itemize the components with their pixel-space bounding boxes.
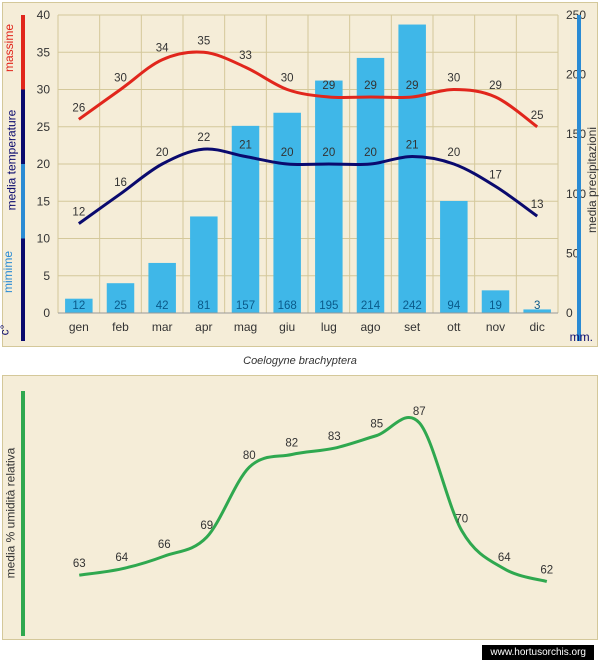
svg-text:30: 30: [281, 73, 294, 85]
svg-text:26: 26: [72, 102, 85, 114]
svg-text:12: 12: [72, 207, 85, 219]
max-label: massime: [2, 24, 16, 72]
svg-text:195: 195: [319, 300, 338, 312]
mm-label: mm.: [570, 330, 593, 344]
chart-caption: Coelogyne brachyptera: [0, 349, 600, 373]
svg-text:5: 5: [43, 269, 50, 283]
min-label: mimime: [1, 251, 15, 293]
svg-text:100: 100: [566, 187, 586, 201]
svg-text:62: 62: [540, 565, 553, 577]
svg-text:29: 29: [489, 80, 502, 92]
svg-text:33: 33: [239, 50, 252, 62]
svg-text:200: 200: [566, 68, 586, 82]
humidity-label: media % umidità relativa: [3, 448, 17, 579]
svg-text:64: 64: [498, 552, 511, 564]
humidity-chart: media % umidità relativa 63 64 66 69 80 82 83 8…: [2, 375, 598, 640]
c-label: c°: [0, 325, 11, 336]
bottom-chart-svg: 63 64 66 69 80 82 83 85 87 70 64 62: [3, 376, 599, 641]
svg-text:80: 80: [243, 450, 256, 462]
top-chart-svg: 0510152025303540050100150200250263034353…: [3, 3, 599, 348]
footer: www.hortusorchis.org: [0, 642, 600, 660]
svg-text:29: 29: [364, 80, 377, 92]
svg-text:94: 94: [447, 300, 460, 312]
svg-text:lug: lug: [321, 320, 337, 334]
midtemp-label: media temperature: [4, 110, 18, 211]
svg-text:16: 16: [114, 177, 127, 189]
svg-text:30: 30: [37, 83, 51, 97]
svg-text:12: 12: [72, 300, 85, 312]
temperature-precipitation-chart: c° mimime media temperature massime medi…: [2, 2, 598, 347]
svg-text:mag: mag: [234, 320, 257, 334]
svg-text:set: set: [404, 320, 421, 334]
svg-text:dic: dic: [529, 320, 544, 334]
svg-text:34: 34: [156, 43, 169, 55]
svg-text:17: 17: [489, 169, 502, 181]
svg-text:feb: feb: [112, 320, 129, 334]
svg-text:nov: nov: [486, 320, 505, 334]
svg-text:63: 63: [73, 558, 86, 570]
svg-text:87: 87: [413, 406, 426, 418]
svg-text:29: 29: [322, 80, 335, 92]
svg-text:20: 20: [364, 147, 377, 159]
svg-text:214: 214: [361, 300, 381, 312]
svg-text:20: 20: [37, 157, 51, 171]
svg-text:29: 29: [406, 80, 419, 92]
svg-text:66: 66: [158, 539, 171, 551]
svg-text:0: 0: [43, 306, 50, 320]
svg-text:0: 0: [566, 306, 573, 320]
svg-text:83: 83: [328, 431, 341, 443]
svg-text:ott: ott: [447, 320, 461, 334]
svg-text:35: 35: [37, 45, 51, 59]
svg-text:20: 20: [447, 147, 460, 159]
source-badge: www.hortusorchis.org: [482, 645, 594, 660]
svg-text:10: 10: [37, 232, 51, 246]
svg-text:25: 25: [531, 110, 544, 122]
svg-text:150: 150: [566, 127, 586, 141]
precip-label: media precipitazioni: [585, 127, 599, 233]
svg-text:gen: gen: [69, 320, 89, 334]
svg-text:20: 20: [281, 147, 294, 159]
svg-text:20: 20: [156, 147, 169, 159]
svg-text:25: 25: [37, 120, 51, 134]
svg-text:85: 85: [370, 418, 383, 430]
svg-text:22: 22: [197, 132, 210, 144]
svg-text:242: 242: [403, 300, 422, 312]
svg-text:21: 21: [406, 140, 419, 152]
svg-text:30: 30: [114, 73, 127, 85]
svg-text:250: 250: [566, 8, 586, 22]
svg-text:40: 40: [37, 8, 51, 22]
svg-text:25: 25: [114, 300, 127, 312]
svg-text:mar: mar: [152, 320, 173, 334]
svg-text:20: 20: [322, 147, 335, 159]
svg-text:42: 42: [156, 300, 169, 312]
svg-text:13: 13: [531, 199, 544, 211]
svg-text:168: 168: [278, 300, 297, 312]
svg-text:3: 3: [534, 300, 540, 312]
svg-text:15: 15: [37, 194, 51, 208]
svg-text:apr: apr: [195, 320, 212, 334]
svg-text:69: 69: [200, 520, 213, 532]
svg-text:82: 82: [285, 438, 298, 450]
svg-text:30: 30: [447, 73, 460, 85]
svg-text:64: 64: [115, 552, 128, 564]
svg-text:19: 19: [489, 300, 502, 312]
svg-text:21: 21: [239, 140, 252, 152]
svg-text:81: 81: [197, 300, 210, 312]
svg-text:35: 35: [197, 35, 210, 47]
svg-text:70: 70: [455, 514, 468, 526]
svg-text:giu: giu: [279, 320, 295, 334]
svg-text:157: 157: [236, 300, 255, 312]
svg-text:ago: ago: [360, 320, 380, 334]
